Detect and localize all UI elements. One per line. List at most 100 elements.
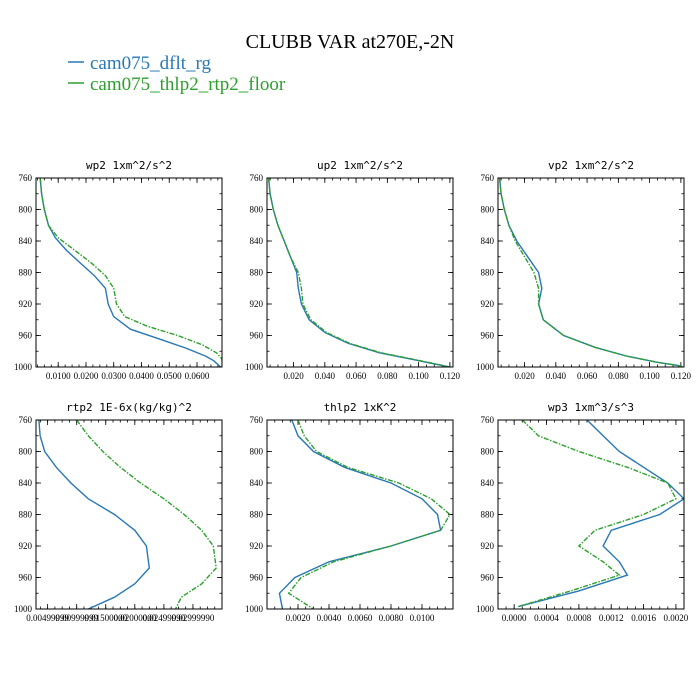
panel-title: wp3 1xm^3/s^3: [548, 401, 634, 414]
y-tick-label: 1000: [476, 362, 495, 372]
legend-entry-0: cam075_dflt_rg: [68, 53, 212, 74]
x-tick-label: 0.080: [377, 371, 398, 381]
series-line-1: [517, 420, 677, 608]
panel-frame: [35, 177, 223, 368]
y-tick-label: 840: [19, 236, 33, 246]
y-tick-label: 840: [250, 478, 264, 488]
series-line-1: [76, 420, 217, 609]
series-line-1: [39, 178, 222, 367]
panel-4: thlp2 1xK^2 760 800 840 880 920 960 1000 0.0020 0…: [245, 401, 454, 623]
y-tick-label: 880: [19, 510, 33, 520]
x-tick-label: 0.0016: [631, 613, 656, 623]
legend-label-1: cam075_thlp2_rtp2_floor: [90, 74, 286, 95]
series-line-0: [39, 178, 222, 367]
panel-3: rtp2 1E-6x(kg/kg)^2 760 800 840 880 920 960 100…: [14, 401, 223, 623]
y-tick-label: 840: [250, 236, 264, 246]
x-tick-label: 0.120: [440, 371, 461, 381]
x-tick-label: 0.100: [639, 371, 660, 381]
series-line-1: [287, 420, 451, 609]
x-tick-label: 0.02999990: [172, 613, 215, 623]
y-tick-label: 1000: [14, 604, 33, 614]
legend-entry-1: cam075_thlp2_rtp2_floor: [68, 74, 286, 95]
y-tick-label: 800: [481, 205, 495, 215]
y-tick-label: 800: [481, 447, 495, 457]
x-tick-label: 0.060: [346, 371, 367, 381]
x-tick-label: 0.0200: [74, 371, 99, 381]
x-tick-label: 0.040: [546, 371, 567, 381]
y-tick-label: 760: [250, 415, 264, 425]
figure-title: CLUBB VAR at270E,-2N: [246, 31, 455, 53]
x-tick-label: 0.080: [608, 371, 629, 381]
x-tick-label: 0.0400: [129, 371, 154, 381]
y-tick-label: 1000: [245, 362, 264, 372]
panel-title: wp2 1xm^2/s^2: [86, 159, 172, 172]
x-tick-label: 0.0008: [566, 613, 591, 623]
y-tick-label: 840: [481, 236, 495, 246]
y-tick-label: 960: [19, 331, 33, 341]
x-tick-label: 0.02000000: [113, 613, 156, 623]
x-tick-label: 0.0060: [348, 613, 373, 623]
x-tick-label: 0.0080: [379, 613, 404, 623]
panel-title: rtp2 1E-6x(kg/kg)^2: [66, 401, 192, 414]
y-tick-label: 920: [481, 299, 495, 309]
x-tick-label: 0.02499990: [143, 613, 186, 623]
panel-1: up2 1xm^2/s^2 760 800 840 880 920 960 1000 0.020…: [245, 159, 460, 381]
x-tick-label: 0.040: [315, 371, 336, 381]
y-tick-label: 800: [250, 447, 264, 457]
x-tick-label: 0.020: [283, 371, 304, 381]
series-line-0: [498, 178, 683, 367]
y-tick-label: 800: [19, 447, 33, 457]
y-tick-label: 880: [250, 268, 264, 278]
x-tick-label: 0.0100: [46, 371, 71, 381]
x-tick-label: 0.020: [514, 371, 535, 381]
x-tick-label: 0.00499999: [26, 613, 69, 623]
x-tick-label: 0.100: [408, 371, 429, 381]
y-tick-label: 800: [250, 205, 264, 215]
panel-frame: [266, 419, 454, 610]
x-tick-label: 0.0020: [664, 613, 689, 623]
y-tick-label: 760: [19, 173, 33, 183]
x-tick-label: 0.0500: [157, 371, 182, 381]
panel-frame: [266, 177, 454, 368]
series-line-0: [518, 420, 684, 608]
y-tick-label: 840: [481, 478, 495, 488]
x-tick-label: 0.0020: [286, 613, 311, 623]
panel-title: vp2 1xm^2/s^2: [548, 159, 634, 172]
y-tick-label: 920: [250, 299, 264, 309]
series-line-1: [498, 178, 683, 367]
y-tick-label: 1000: [245, 604, 264, 614]
y-tick-label: 960: [481, 573, 495, 583]
panel-title: thlp2 1xK^2: [324, 401, 397, 414]
panels-grid: wp2 1xm^2/s^2 760 800 840 880 920 960 1000 0.010…: [14, 159, 691, 623]
panel-0: wp2 1xm^2/s^2 760 800 840 880 920 960 1000 0.010…: [14, 159, 223, 381]
y-tick-label: 760: [19, 415, 33, 425]
series-line-0: [267, 178, 451, 367]
x-tick-label: 0.0300: [101, 371, 126, 381]
y-tick-label: 920: [481, 541, 495, 551]
series-line-0: [278, 420, 442, 609]
y-tick-label: 1000: [476, 604, 495, 614]
panel-2: vp2 1xm^2/s^2 760 800 840 880 920 960 1000 0.020…: [476, 159, 691, 381]
y-tick-label: 960: [481, 331, 495, 341]
y-tick-label: 760: [481, 415, 495, 425]
x-tick-label: 0.01500000: [84, 613, 127, 623]
series-line-1: [267, 178, 451, 367]
y-tick-label: 840: [19, 478, 33, 488]
x-tick-label: 0.0100: [410, 613, 435, 623]
y-tick-label: 960: [250, 573, 264, 583]
y-tick-label: 920: [19, 541, 33, 551]
panel-5: wp3 1xm^3/s^3 760 800 840 880 920 960 1000 0.000…: [476, 401, 689, 623]
panel-frame: [497, 177, 685, 368]
y-tick-label: 880: [19, 268, 33, 278]
x-tick-label: 0.0600: [185, 371, 210, 381]
legend-label-0: cam075_dflt_rg: [90, 53, 212, 74]
x-tick-label: 0.060: [577, 371, 598, 381]
x-tick-label: 0.0004: [534, 613, 559, 623]
x-tick-label: 0.120: [671, 371, 692, 381]
y-tick-label: 920: [250, 541, 264, 551]
y-tick-label: 1000: [14, 362, 33, 372]
panel-title: up2 1xm^2/s^2: [317, 159, 403, 172]
y-tick-label: 960: [19, 573, 33, 583]
y-tick-label: 800: [19, 205, 33, 215]
